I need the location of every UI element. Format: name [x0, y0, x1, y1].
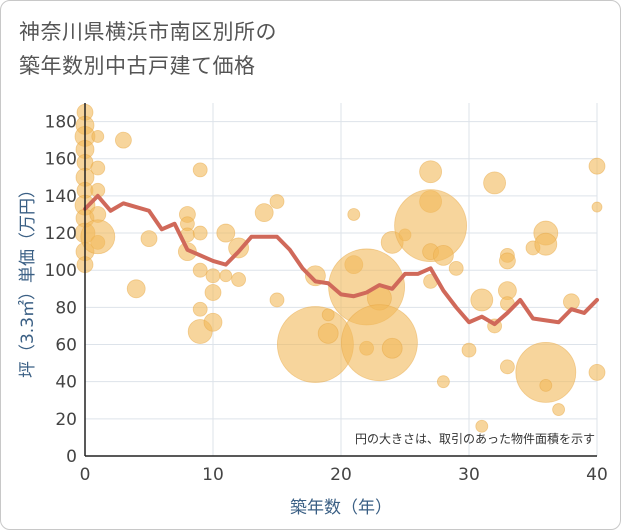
y-tick-label: 20: [55, 410, 77, 430]
bubble-point: [126, 279, 146, 299]
x-tick-label: 20: [330, 465, 352, 485]
bubble-point: [269, 292, 285, 308]
y-tick-label: 120: [45, 224, 77, 244]
bubble-point: [475, 419, 489, 433]
bubble-point: [192, 301, 208, 317]
bubble-point: [381, 337, 403, 359]
bubble-point: [203, 312, 223, 332]
bubble-point: [192, 162, 208, 178]
bubble-point: [552, 403, 565, 416]
bubble-point: [534, 232, 558, 256]
x-tick-label: 10: [202, 465, 224, 485]
bubble-point: [394, 189, 468, 263]
y-tick-label: 60: [55, 336, 77, 356]
bubble-point: [269, 194, 285, 209]
bubble-point: [231, 272, 247, 287]
bubble-point: [91, 130, 105, 143]
bubble-point: [317, 322, 339, 344]
bubble-point: [588, 363, 606, 381]
bubble-point: [340, 304, 418, 382]
bubble-point: [347, 208, 361, 221]
title-line-2: 築年数別中古戸建て価格: [19, 54, 256, 78]
bubble-point: [419, 160, 443, 184]
y-tick-label: 40: [55, 373, 77, 393]
bubble-point: [498, 252, 516, 270]
bubble-point: [436, 375, 450, 389]
x-tick-label: 0: [80, 465, 91, 485]
y-tick-label: 160: [45, 150, 77, 170]
x-tick-label: 30: [458, 465, 480, 485]
average-price-line-group: [83, 193, 599, 327]
bubble-point: [591, 201, 603, 213]
bubble-point: [470, 288, 494, 312]
title-line-1: 神奈川県横浜市南区別所の: [19, 20, 277, 44]
bubble-point: [192, 225, 208, 241]
chart-title: 神奈川県横浜市南区別所の 築年数別中古戸建て価格: [19, 15, 277, 83]
bubble-point: [588, 157, 606, 175]
bubble-point: [80, 219, 116, 255]
y-tick-label: 100: [45, 261, 77, 281]
bubble-point: [254, 203, 274, 223]
y-tick-label: 140: [45, 187, 77, 207]
x-axis-title: 築年数（年）: [290, 498, 392, 518]
y-axis-title: 坪（3.3㎡）単価（万円）: [18, 181, 38, 378]
x-tick-label: 40: [586, 465, 608, 485]
bubble-point: [140, 230, 158, 248]
bubble-point: [90, 160, 106, 176]
bubble-point: [483, 171, 507, 195]
y-tick-label: 180: [45, 113, 77, 133]
bubble-point: [461, 342, 477, 358]
axes: [84, 103, 597, 457]
bubble-point: [192, 262, 208, 278]
bubble-point: [321, 308, 335, 322]
bubble-point: [115, 131, 132, 149]
bubble-size-note: 円の大きさは、取引のあった物件面積を示す: [355, 431, 595, 446]
bubble-point: [219, 269, 233, 283]
y-tick-label: 80: [55, 298, 77, 318]
y-tick-label: 0: [66, 447, 77, 467]
bubble-point: [205, 268, 221, 284]
tick-labels: 0 20 40 60 80 100 120 140 160 180 0 10 20 30 40: [45, 113, 608, 485]
bubble-point: [539, 378, 553, 392]
bubble-point: [515, 341, 577, 403]
average-price-line: [83, 193, 599, 327]
bubble-point: [499, 359, 515, 375]
bubble-point: [448, 260, 464, 276]
bubble-point: [216, 223, 236, 243]
bubble-point: [432, 244, 454, 266]
bubble-point: [204, 284, 222, 301]
bubble-series: [74, 103, 606, 433]
